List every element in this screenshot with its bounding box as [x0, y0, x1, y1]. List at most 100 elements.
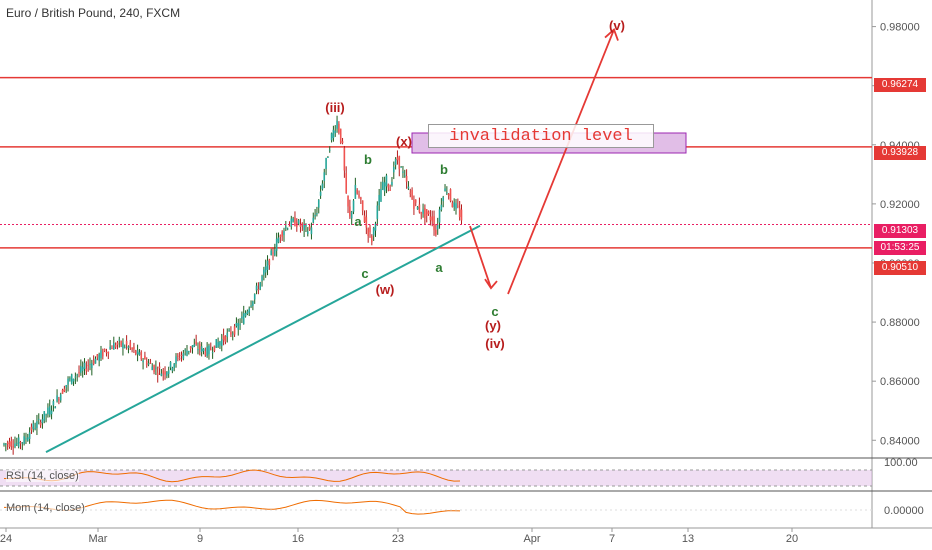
trendline[interactable] — [45, 224, 481, 453]
candle-body — [444, 188, 446, 192]
candle-body — [433, 216, 435, 231]
candle-body — [343, 147, 346, 171]
invalidation-label[interactable]: invalidation level — [428, 124, 654, 148]
candle-body — [202, 348, 205, 352]
candle-body — [285, 226, 287, 229]
candle-body — [453, 202, 455, 208]
candle-body — [138, 352, 141, 356]
candle-body — [145, 360, 148, 366]
candle-body — [120, 341, 122, 346]
candle-body — [209, 348, 212, 350]
mom-label[interactable]: Mom (14, close) — [6, 502, 85, 514]
rsi-line — [3, 469, 461, 483]
candle-body — [438, 209, 441, 223]
candle-body — [45, 414, 47, 416]
candle-body — [91, 363, 93, 369]
candle-body — [122, 342, 124, 349]
candle-body — [26, 437, 29, 442]
x-tick-label: 23 — [392, 533, 404, 545]
candle-body — [275, 238, 278, 251]
candle-body — [266, 260, 269, 270]
candle-body — [43, 411, 46, 421]
candle-body — [367, 228, 369, 236]
candle-body — [220, 339, 223, 347]
candle-body — [134, 350, 137, 355]
candle-body — [109, 346, 111, 350]
candle-body — [48, 406, 51, 416]
candle-body — [153, 365, 155, 373]
candle-body — [149, 362, 152, 364]
candle-body — [85, 368, 88, 371]
candle-body — [418, 204, 421, 213]
candle-body — [89, 364, 91, 366]
candle-body — [222, 335, 225, 341]
candle-body — [151, 366, 154, 371]
candle-body — [306, 231, 309, 234]
candle-body — [16, 442, 18, 444]
candle-body — [425, 209, 428, 217]
candle-body — [349, 206, 351, 217]
candle-body — [392, 166, 395, 173]
candle-body — [308, 225, 311, 230]
candle-body — [67, 378, 69, 385]
y-tick-label: 0.88000 — [880, 317, 920, 329]
candle-body — [455, 203, 457, 209]
candle-body — [208, 345, 210, 355]
candle-body — [34, 428, 36, 430]
candle-body — [283, 230, 285, 236]
candle-body — [188, 350, 190, 352]
candle-body — [354, 184, 357, 199]
candle-body — [129, 342, 132, 348]
candle-body — [175, 356, 177, 364]
candle-body — [352, 200, 355, 212]
candle-body — [252, 301, 254, 306]
candle-body — [427, 211, 430, 215]
candle-body — [195, 341, 197, 345]
rsi-label[interactable]: RSI (14, close) — [6, 470, 79, 482]
candle-body — [376, 205, 379, 219]
candle-body — [411, 190, 413, 200]
candle-body — [41, 419, 44, 424]
candle-body — [111, 348, 113, 350]
candle-body — [435, 229, 437, 235]
wave-label: c — [361, 266, 368, 281]
projection-down-line — [469, 225, 492, 289]
candle-body — [155, 367, 157, 369]
candle-body — [54, 406, 57, 409]
candle-body — [189, 346, 192, 350]
wave-label: (v) — [609, 18, 625, 33]
candle-body — [358, 194, 360, 198]
candle-body — [248, 308, 251, 313]
candle-body — [224, 336, 227, 342]
candle-body — [250, 305, 252, 307]
candle-body — [164, 371, 166, 375]
wave-label: a — [435, 260, 443, 275]
candle-body — [264, 266, 267, 273]
candle-body — [239, 324, 241, 326]
candle-body — [8, 441, 11, 448]
candle-body — [402, 171, 404, 173]
candle-body — [242, 313, 245, 324]
candle-body — [246, 311, 249, 314]
candle-body — [420, 211, 423, 215]
candle-body — [96, 354, 99, 358]
candle-body — [123, 346, 126, 348]
wave-label: b — [440, 162, 448, 177]
candle-body — [279, 235, 282, 237]
candle-body — [328, 149, 331, 151]
candle-body — [100, 350, 102, 359]
candle-body — [36, 421, 38, 428]
x-axis-ticks: 24 Mar 9 16 23 Apr 7 13 20 — [0, 528, 798, 545]
candle-body — [103, 349, 106, 351]
candle-body — [253, 293, 256, 300]
candle-body — [92, 360, 95, 365]
candle-body — [407, 186, 410, 189]
candle-body — [50, 410, 53, 415]
candle-body — [332, 129, 335, 139]
candle-body — [70, 374, 73, 385]
x-tick-label: 9 — [197, 533, 203, 545]
candle-body — [378, 194, 380, 206]
candle-body — [385, 175, 388, 187]
candle-body — [288, 225, 291, 227]
